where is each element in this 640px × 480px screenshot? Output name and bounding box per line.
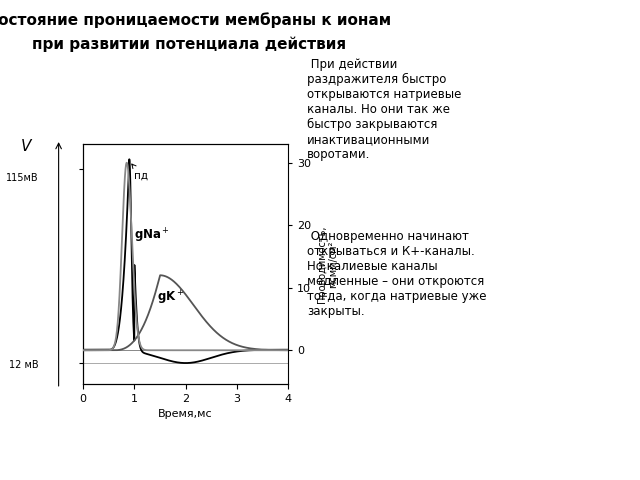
Text: 115мВ: 115мВ: [6, 173, 38, 182]
Text: пд: пд: [132, 164, 148, 180]
Y-axis label: Проводимость,
мсмм/см²: Проводимость, мсмм/см²: [317, 225, 339, 303]
Text: V: V: [20, 139, 31, 154]
Text: Состояние проницаемости мембраны к ионам: Состояние проницаемости мембраны к ионам: [0, 12, 391, 28]
Text: При действии
раздражителя быстро
открываются натриевые
каналы. Но они так же
быс: При действии раздражителя быстро открыва…: [307, 58, 461, 161]
Text: gNa$^+$: gNa$^+$: [134, 227, 170, 245]
X-axis label: Время,мс: Время,мс: [158, 409, 213, 419]
Text: gK$^+$: gK$^+$: [157, 289, 185, 308]
Text: 12 мВ: 12 мВ: [8, 360, 38, 370]
Text: при развитии потенциала действия: при развитии потенциала действия: [32, 36, 346, 51]
Text: Одновременно начинают
открываться и К+-каналы.
Но калиевые каналы
медленные – он: Одновременно начинают открываться и К+-к…: [307, 230, 486, 318]
